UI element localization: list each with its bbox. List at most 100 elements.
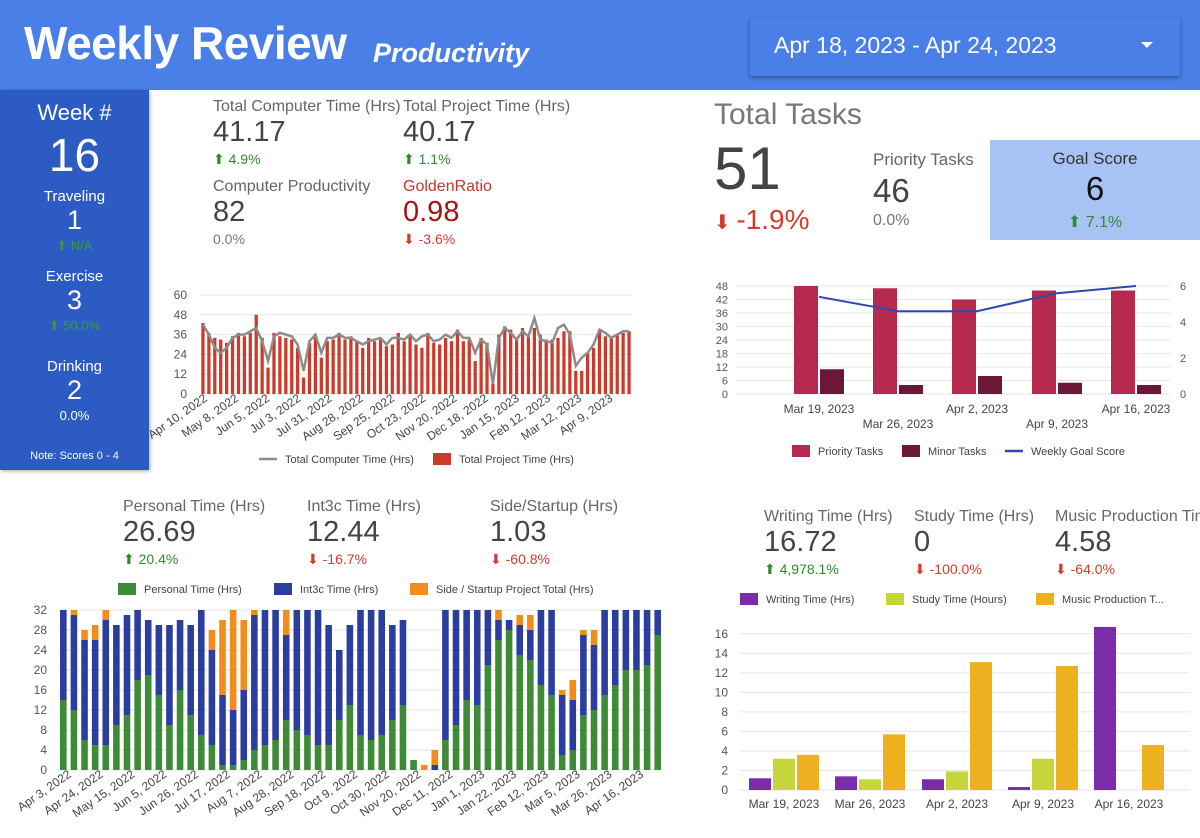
y-tick-label: 12 (174, 367, 188, 381)
y-tick-label: 12 (715, 666, 729, 680)
int3c-time-segment (282, 635, 290, 720)
personal-time-segment (346, 705, 354, 770)
y-tick-label: 48 (174, 308, 188, 322)
chevron-down-icon[interactable] (1141, 42, 1153, 48)
study-time-bar (859, 779, 881, 790)
int3c-time-segment (229, 710, 237, 765)
writing-time-bar (749, 778, 771, 790)
project-time-bar (242, 336, 247, 394)
y-tick-label: 48 (716, 281, 728, 293)
minor-tasks-bar (899, 385, 923, 394)
personal-time-segment (495, 640, 502, 770)
y-tick-label: 12 (34, 703, 48, 717)
int3c-time-value: 12.44 (307, 516, 380, 548)
int3c-time-segment (134, 610, 141, 680)
project-time-bar (544, 339, 548, 394)
arrow-down-icon: ⬇ (403, 231, 419, 247)
project-time-bar (266, 367, 270, 394)
total-tasks-value: 51 (714, 135, 781, 202)
personal-time-segment (113, 725, 120, 770)
y-tick-label: 0 (722, 389, 728, 401)
personal-time-segment (187, 715, 194, 770)
project-time-bar (597, 331, 602, 394)
project-time-bar (615, 334, 619, 394)
personal-time-segment (633, 670, 640, 770)
personal-time-segment (442, 740, 449, 770)
y-tick-label: 4 (40, 743, 47, 757)
date-range-picker[interactable]: Apr 18, 2023 - Apr 24, 2023 (750, 18, 1180, 76)
side-time-change: ⬇ -60.8% (490, 551, 550, 567)
project-time-bar (514, 337, 519, 394)
skills-legend-swatch (886, 593, 904, 605)
arrow-up-icon: ⬆ (403, 151, 419, 167)
x-tick-label: Mar 26, 2023 (863, 417, 934, 431)
music-time-bar (883, 734, 905, 790)
project-time-bar (313, 334, 318, 394)
int3c-time-segment (622, 610, 630, 670)
tasks-legend-label: Priority Tasks (818, 446, 884, 458)
y-tick-label: 24 (174, 347, 188, 361)
project-time-bar (568, 331, 572, 394)
int3c-time-segment (123, 615, 131, 715)
int3c-time-segment (240, 690, 248, 760)
y-tick-label: 10 (715, 685, 729, 699)
personal-time-segment (473, 705, 481, 770)
goal-score-value: 6 (1085, 170, 1105, 207)
project-time-bar (254, 314, 258, 394)
goal-score-change: ⬆ 7.1% (1067, 214, 1123, 231)
int3c-time-segment (197, 610, 205, 735)
int3c-time-segment (367, 610, 375, 740)
int3c-time-segment (261, 610, 269, 745)
y-tick-label: 30 (716, 322, 728, 334)
side-time-segment (81, 630, 88, 640)
personal-time-segment (325, 745, 332, 770)
int3c-time-segment (611, 610, 619, 685)
int3c-time-segment (442, 610, 449, 740)
y2-tick-label: 2 (1180, 353, 1186, 365)
y-tick-label: 18 (716, 349, 728, 361)
personal-time-value: 26.69 (123, 516, 196, 548)
personal-time-segment (123, 715, 131, 770)
exercise-value: 3 (66, 285, 83, 315)
int3c-time-segment (378, 610, 386, 735)
personal-time-segment (166, 725, 173, 770)
week-number: 16 (48, 129, 101, 181)
personal-time-segment (134, 680, 141, 770)
personal-time-segment (357, 735, 364, 770)
y-tick-label: 28 (34, 623, 48, 637)
traveling-label: Traveling (43, 188, 106, 205)
int3c-time-segment (601, 610, 608, 695)
y-tick-label: 6 (722, 376, 728, 388)
project-time-bar (384, 346, 389, 394)
int3c-time-segment (495, 620, 502, 640)
personal-time-segment (654, 635, 661, 770)
y-tick-label: 0 (180, 387, 187, 401)
project-time-bar (420, 347, 424, 394)
project-time-bar (627, 331, 631, 394)
personal-time-segment (378, 735, 386, 770)
project-time-bar (213, 337, 217, 394)
side-time-label: Side/Startup (Hrs) (490, 498, 619, 515)
project-time-bar (284, 337, 288, 394)
side-time-segment (495, 610, 502, 620)
minor-tasks-bar (1137, 385, 1161, 394)
arrow-down-icon: ⬇ (914, 561, 930, 577)
y-tick-label: 36 (174, 328, 188, 342)
y-tick-label: 4 (721, 744, 728, 758)
int3c-time-segment (155, 625, 163, 695)
arrow-up-icon: ⬆ (56, 238, 71, 253)
x-tick-label: Apr 16, 2023 (1102, 402, 1171, 416)
personal-time-segment (643, 665, 651, 770)
project-time-bar (372, 341, 377, 394)
x-tick-label: Apr 16, 2023 (1095, 797, 1164, 811)
side-time-value: 1.03 (490, 516, 547, 548)
priority-tasks-value: 46 (873, 172, 910, 209)
time-legend-label: Total Project Time (Hrs) (459, 454, 574, 466)
int3c-time-segment (590, 645, 598, 710)
personal-time-segment (601, 695, 608, 770)
project-time-bar (574, 370, 578, 394)
personal-time-segment (484, 665, 492, 770)
personal-time-segment (367, 740, 375, 770)
music-time-value: 4.58 (1055, 526, 1112, 558)
golden-ratio-label: GoldenRatio (403, 178, 492, 195)
